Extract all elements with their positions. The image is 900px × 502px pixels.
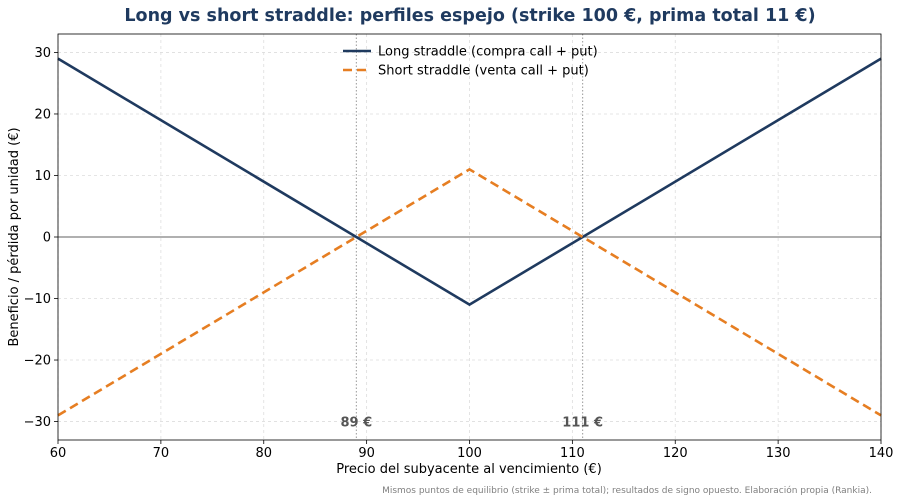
y-tick-label-2: −10 bbox=[24, 292, 51, 307]
x-axis-ticks: 60 70 80 90 100 110 120 130 140 bbox=[50, 440, 894, 461]
x-tick-label-3: 90 bbox=[358, 446, 375, 461]
legend: Long straddle (compra call + put) Short s… bbox=[343, 45, 598, 79]
y-tick-label-4: 10 bbox=[34, 169, 51, 184]
x-tick-label-7: 130 bbox=[766, 446, 791, 461]
breakeven-label-2: 111 € bbox=[562, 416, 603, 431]
legend-label-0: Long straddle (compra call + put) bbox=[378, 45, 598, 60]
y-axis-label: Beneficio / pérdida por unidad (€) bbox=[7, 127, 22, 346]
series-line-1 bbox=[57, 167, 882, 417]
footnote: Mismos puntos de equilibrio (strike ± pr… bbox=[382, 485, 872, 496]
x-tick-label-8: 140 bbox=[869, 446, 894, 461]
y-tick-label-0: −30 bbox=[24, 415, 51, 430]
x-axis-label: Precio del subyacente al vencimiento (€) bbox=[336, 462, 602, 477]
x-tick-label-5: 110 bbox=[560, 446, 585, 461]
breakeven-annotations: 89 € 111 € bbox=[341, 416, 604, 431]
x-tick-label-2: 80 bbox=[255, 446, 272, 461]
y-tick-label-1: −20 bbox=[24, 354, 51, 369]
legend-label-1: Short straddle (venta call + put) bbox=[378, 64, 589, 79]
series-line-0 bbox=[57, 57, 882, 307]
x-tick-label-0: 60 bbox=[50, 446, 67, 461]
x-tick-label-4: 100 bbox=[457, 446, 482, 461]
y-tick-label-3: 0 bbox=[43, 231, 51, 246]
series-lines bbox=[57, 57, 882, 417]
x-tick-label-1: 70 bbox=[153, 446, 170, 461]
x-tick-label-6: 120 bbox=[663, 446, 688, 461]
breakeven-label-1: 89 € bbox=[341, 416, 373, 431]
chart-title: Long vs short straddle: perfiles espejo … bbox=[124, 6, 815, 26]
y-tick-label-5: 20 bbox=[34, 107, 51, 122]
y-tick-label-6: 30 bbox=[34, 46, 51, 61]
y-axis-ticks: −30 −20 −10 0 10 20 30 bbox=[24, 46, 58, 430]
